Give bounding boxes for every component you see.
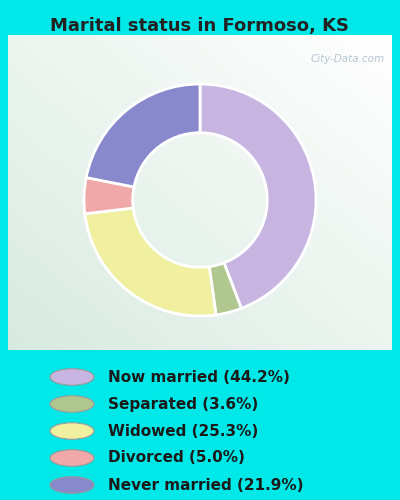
Circle shape <box>50 423 94 440</box>
Wedge shape <box>209 263 241 315</box>
Wedge shape <box>84 178 134 214</box>
Wedge shape <box>86 84 200 187</box>
Text: Never married (21.9%): Never married (21.9%) <box>108 478 304 492</box>
Text: Separated (3.6%): Separated (3.6%) <box>108 396 258 411</box>
Wedge shape <box>85 208 216 316</box>
Wedge shape <box>200 84 316 308</box>
Text: Widowed (25.3%): Widowed (25.3%) <box>108 424 258 438</box>
Circle shape <box>50 396 94 412</box>
Text: Marital status in Formoso, KS: Marital status in Formoso, KS <box>50 18 350 36</box>
Circle shape <box>50 369 94 385</box>
Circle shape <box>50 450 94 466</box>
Text: Now married (44.2%): Now married (44.2%) <box>108 370 290 384</box>
Text: Divorced (5.0%): Divorced (5.0%) <box>108 450 245 466</box>
Text: City-Data.com: City-Data.com <box>310 54 384 64</box>
Circle shape <box>50 477 94 493</box>
